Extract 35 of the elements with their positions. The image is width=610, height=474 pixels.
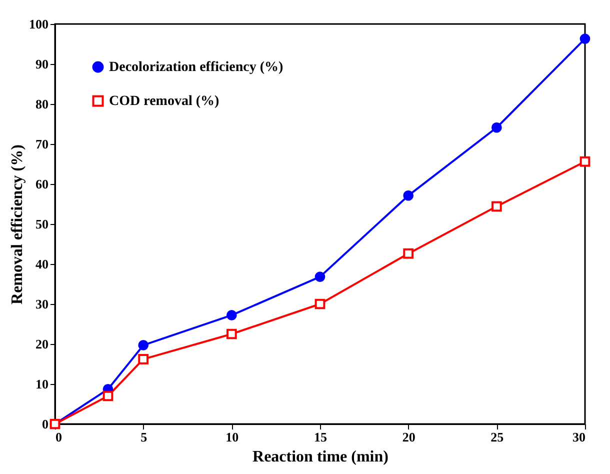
y-tick-label: 30 (36, 296, 48, 312)
y-tick-label: 60 (36, 176, 48, 192)
y-tick-label: 40 (36, 256, 48, 272)
point (314, 298, 326, 310)
y-tick-label: 70 (36, 136, 48, 152)
y-tick-label: 50 (36, 216, 48, 232)
y-axis-title: Removal efficiency (%) (9, 144, 26, 304)
point (403, 190, 414, 201)
point (138, 340, 149, 350)
point (491, 201, 502, 212)
point (314, 272, 326, 282)
x-tick-label: 25 (490, 430, 504, 444)
x-tick-label: 10 (226, 430, 239, 444)
point (403, 248, 414, 259)
y-tick-label: 0 (42, 416, 48, 432)
point (138, 354, 149, 364)
point (580, 34, 590, 44)
y-tick-label: 80 (36, 96, 48, 112)
x-tick-label: 15 (314, 430, 328, 444)
point (102, 390, 114, 402)
point (491, 122, 502, 133)
y-tick-label: 90 (36, 56, 48, 72)
y-tick-label: 20 (36, 336, 48, 352)
x-tick-label: 5 (140, 430, 148, 444)
y-tick-label: 10 (36, 376, 48, 392)
x-tick-label: 20 (402, 430, 416, 444)
point (580, 156, 590, 167)
legend-label: Decolorization efficiency (%) (109, 60, 284, 75)
x-tick-label: 0 (56, 430, 62, 444)
x-axis-title: Reaction time (min) (252, 448, 388, 466)
y-tick-label: 100 (29, 16, 48, 32)
point (226, 310, 237, 320)
x-tick-label: 30 (572, 430, 586, 444)
point (226, 328, 237, 340)
legend-label: COD removal (%) (109, 94, 220, 109)
